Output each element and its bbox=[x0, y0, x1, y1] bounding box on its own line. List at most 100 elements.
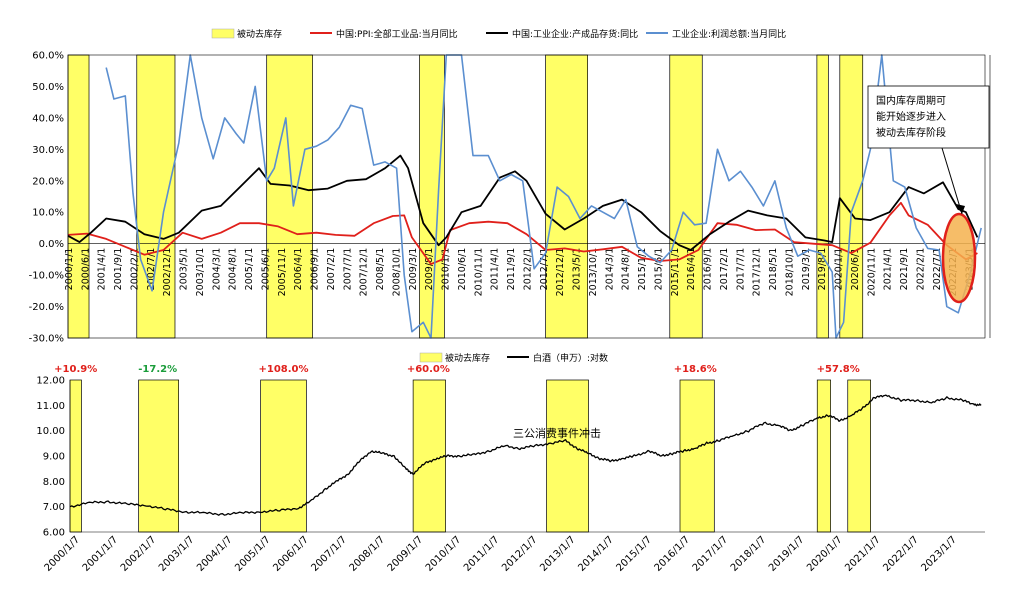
bottom-shaded-period-1 bbox=[138, 379, 180, 533]
top-x-tick-label: 2007/12/1 bbox=[359, 248, 370, 297]
top-x-tick-label: 2004/8/1 bbox=[228, 248, 239, 291]
top-series-line-2 bbox=[105, 54, 982, 339]
legend-label-profit: 工业企业:利润总额:当月同比 bbox=[672, 28, 786, 40]
bottom-y-tick-label: 7.00 bbox=[43, 502, 65, 513]
top-y-tick-label: 20.0% bbox=[32, 176, 64, 187]
top-legend: 被动去库存 中国:PPI:全部工业品:当月同比 中国:工业企业:产成品存货:同比… bbox=[211, 28, 786, 40]
top-x-tick-label: 2009/3/1 bbox=[408, 248, 419, 291]
top-x-tick-label: 2020/1/1 bbox=[834, 248, 845, 291]
top-y-tick-labels: -30.0% -20.0% -10.0% 0.0% 10.0% 20.0% 30.0% 40.… bbox=[29, 51, 64, 345]
top-x-tick-label: 2008/5/1 bbox=[375, 248, 386, 291]
top-y-tick-label: -20.0% bbox=[29, 302, 64, 313]
legend2-swatch-shade bbox=[419, 352, 443, 363]
top-x-tick-label: 2010/6/1 bbox=[457, 248, 468, 291]
top-x-tick-labels: 2000/1/1 2000/6/1 2001/4/1 2001/9/1 2002/2/1… bbox=[64, 248, 976, 297]
top-x-tick-label: 2021/9/1 bbox=[899, 248, 910, 291]
top-shaded-period-7 bbox=[839, 54, 864, 339]
top-x-tick-label: 2008/10/1 bbox=[392, 248, 403, 297]
bottom-series-lines bbox=[69, 394, 982, 516]
period-return-label-2: +108.0% bbox=[258, 364, 308, 375]
bottom-y-tick-label: 12.00 bbox=[36, 376, 65, 387]
top-x-tick-label: 2020/11/1 bbox=[866, 248, 877, 297]
top-x-tick-label: 2021/4/1 bbox=[883, 248, 894, 291]
top-x-tick-label: 2007/7/1 bbox=[342, 248, 353, 291]
top-x-tick-label: 2002/2/1 bbox=[130, 248, 141, 291]
note-line-1: 国内库存周期可 bbox=[876, 94, 946, 107]
top-x-tick-label: 2013/5/1 bbox=[572, 248, 583, 291]
top-x-tick-label: 2017/12/1 bbox=[752, 248, 763, 297]
top-x-tick-label: 2002/7/1 bbox=[146, 248, 157, 291]
top-shaded-period-2 bbox=[266, 54, 313, 339]
top-x-tick-label: 2013/10/1 bbox=[588, 248, 599, 297]
top-x-tick-label: 2019/3/1 bbox=[801, 248, 812, 291]
top-x-tick-label: 2014/3/1 bbox=[604, 248, 615, 291]
bottom-y-tick-label: 9.00 bbox=[43, 452, 65, 463]
top-x-tick-label: 2017/7/1 bbox=[735, 248, 746, 291]
bottom-shaded-period-3 bbox=[412, 379, 446, 533]
top-y-tick-label: -30.0% bbox=[29, 334, 64, 345]
period-return-label-4: +18.6% bbox=[674, 364, 717, 375]
top-x-tick-label: 2015/1/1 bbox=[637, 248, 648, 291]
top-x-tick-label: 2000/1/1 bbox=[64, 248, 75, 291]
note-arrow-head bbox=[956, 204, 965, 214]
top-y-tick-label: 50.0% bbox=[32, 82, 64, 93]
top-x-tick-label: 2002/12/1 bbox=[162, 248, 173, 297]
top-x-tick-label: 2012/7/1 bbox=[539, 248, 550, 291]
top-x-tick-label: 2011/9/1 bbox=[506, 248, 517, 291]
top-y-tick-label: 60.0% bbox=[32, 51, 64, 62]
top-x-tick-label: 2012/12/1 bbox=[555, 248, 566, 297]
bottom-y-tick-label: 11.00 bbox=[36, 401, 65, 412]
top-plot-border bbox=[67, 54, 986, 339]
bottom-shaded-period-2 bbox=[260, 379, 307, 533]
top-series-line-1 bbox=[67, 154, 979, 251]
top-shaded-period-3 bbox=[419, 54, 445, 339]
bottom-y-tick-label: 8.00 bbox=[43, 477, 65, 488]
period-return-label-5: +57.8% bbox=[817, 364, 860, 375]
legend2-label-baijiu: 白酒（申万）:对数 bbox=[533, 352, 608, 364]
top-x-tick-label: 2006/9/1 bbox=[310, 248, 321, 291]
top-y-tick-label: 40.0% bbox=[32, 113, 64, 124]
note-line-3: 被动去库存阶段 bbox=[876, 126, 946, 139]
top-x-tick-label: 2018/10/1 bbox=[785, 248, 796, 297]
bottom-shaded-periods bbox=[69, 379, 871, 533]
top-x-tick-label: 2018/5/1 bbox=[768, 248, 779, 291]
top-shaded-period-0 bbox=[67, 54, 90, 339]
top-x-tick-label: 2001/4/1 bbox=[97, 248, 108, 291]
top-shaded-period-4 bbox=[545, 54, 588, 339]
note-box bbox=[867, 85, 990, 149]
top-x-tick-label: 2019/8/1 bbox=[817, 248, 828, 291]
top-x-tick-label: 2010/1/1 bbox=[441, 248, 452, 291]
top-x-tick-label: 2020/6/1 bbox=[850, 248, 861, 291]
event-annotation: 三公消费事件冲击 bbox=[513, 426, 601, 440]
bottom-y-tick-label: 10.00 bbox=[36, 426, 65, 437]
highlight-ellipse bbox=[941, 212, 977, 304]
bottom-shaded-period-5 bbox=[679, 379, 715, 533]
top-x-tick-label: 2003/5/1 bbox=[179, 248, 190, 291]
top-x-tick-label: 2015/11/1 bbox=[670, 248, 681, 297]
top-chart: -30.0% -20.0% -10.0% 0.0% 10.0% 20.0% 30.0% 40.… bbox=[29, 28, 991, 345]
top-x-tick-label: 2005/11/1 bbox=[277, 248, 288, 297]
period-return-label-0: +10.9% bbox=[54, 364, 97, 375]
top-x-tick-label: 2022/7/1 bbox=[932, 248, 943, 291]
top-x-tick-label: 2012/2/1 bbox=[523, 248, 534, 291]
bottom-series-line-0 bbox=[69, 394, 982, 516]
legend-label-inventory: 中国:工业企业:产成品存货:同比 bbox=[512, 28, 638, 40]
top-y-tick-label: 0.0% bbox=[39, 239, 64, 250]
top-shaded-period-5 bbox=[669, 54, 703, 339]
top-x-tick-label: 2014/8/1 bbox=[621, 248, 632, 291]
top-x-tick-label: 2016/9/1 bbox=[703, 248, 714, 291]
period-return-labels: +10.9% -17.2% +108.0% +60.0% +18.6% +57.8% bbox=[54, 364, 860, 375]
top-x-tick-label: 2004/3/1 bbox=[211, 248, 222, 291]
bottom-y-tick-labels: 6.00 7.00 8.00 9.00 10.00 11.00 12.00 bbox=[36, 376, 65, 539]
top-x-tick-label: 2005/6/1 bbox=[261, 248, 272, 291]
note-line-2: 能开始逐步进入 bbox=[876, 110, 946, 123]
top-y-tick-label: 30.0% bbox=[32, 145, 64, 156]
top-x-tick-label: 2003/10/1 bbox=[195, 248, 206, 297]
top-x-tick-label: 2005/1/1 bbox=[244, 248, 255, 291]
legend-swatch-shade bbox=[211, 28, 235, 39]
bottom-shaded-period-4 bbox=[546, 379, 589, 533]
note-arrow bbox=[941, 147, 963, 215]
top-x-tick-label: 2010/11/1 bbox=[473, 248, 484, 297]
legend-label-shade: 被动去库存 bbox=[237, 28, 282, 40]
